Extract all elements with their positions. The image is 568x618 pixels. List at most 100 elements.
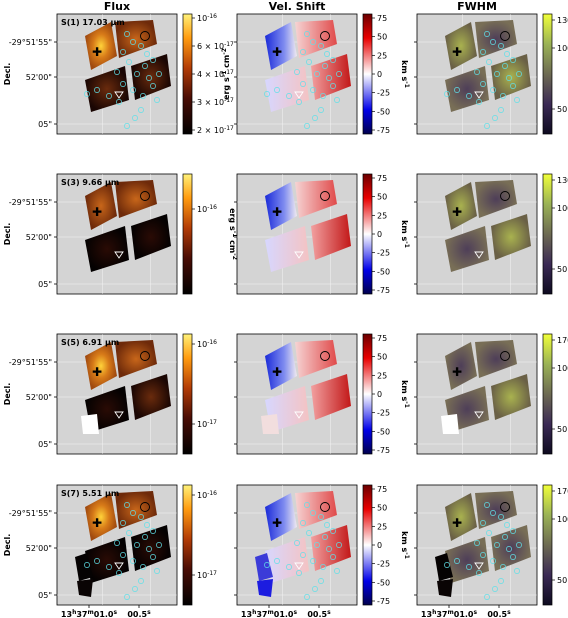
circle-marker bbox=[500, 502, 510, 512]
source-circle bbox=[140, 564, 146, 570]
cross-marker: ✚ bbox=[92, 205, 102, 219]
panel-flux-row-2: ✚ S(3) 9.66 μm 10-16 erg s-1 cm-2 bbox=[56, 173, 239, 295]
colorbar-tick-label: 170 bbox=[557, 336, 568, 345]
triangle-marker bbox=[114, 91, 124, 99]
colorbar-tick-label: 50 bbox=[557, 425, 567, 434]
source-circle bbox=[490, 558, 496, 564]
source-circle bbox=[130, 558, 136, 564]
source-circle bbox=[286, 564, 292, 570]
source-circle bbox=[504, 522, 510, 528]
map-tile-b bbox=[295, 20, 337, 58]
x-tick-label: 13h37m01.0s bbox=[241, 609, 298, 618]
source-circle bbox=[480, 520, 486, 526]
colorbar-tick-label: 75 bbox=[377, 334, 387, 343]
source-circle bbox=[490, 39, 496, 45]
map-tile-b bbox=[475, 180, 517, 218]
map-tile-d bbox=[491, 525, 531, 571]
source-circle bbox=[500, 93, 506, 99]
colorbar-tick-label: 130 bbox=[557, 16, 568, 25]
source-circle bbox=[140, 93, 146, 99]
map-tile-d bbox=[131, 54, 171, 100]
colorbar-tick-label: 50 bbox=[377, 353, 387, 362]
source-circle bbox=[144, 522, 150, 528]
source-circle bbox=[330, 554, 336, 560]
colorbar-tick-label: 2 × 10-17 bbox=[197, 125, 234, 135]
source-circle bbox=[304, 502, 310, 508]
source-circle bbox=[510, 83, 516, 89]
map-tile-a bbox=[85, 342, 117, 390]
source-circle bbox=[324, 522, 330, 528]
y-axis-label: Decl. bbox=[3, 383, 12, 406]
map-tile-extra bbox=[435, 553, 453, 581]
colorbar-tick-label: 50 bbox=[377, 193, 387, 202]
panel-line-label: S(5) 6.91 μm bbox=[61, 338, 119, 347]
triangle-marker bbox=[474, 91, 484, 99]
source-circle bbox=[320, 93, 326, 99]
cross-marker: ✚ bbox=[92, 516, 102, 530]
y-tick-label: 05" bbox=[38, 440, 52, 449]
colorbar-tick-label: 10-17 bbox=[197, 419, 217, 429]
source-circle bbox=[84, 91, 90, 97]
map-tile-a bbox=[265, 182, 297, 230]
source-circle bbox=[454, 87, 460, 93]
source-circle bbox=[466, 93, 472, 99]
cross-marker: ✚ bbox=[452, 45, 462, 59]
panel-fwhm-row-1: ✚13010050km s-1 bbox=[416, 13, 568, 135]
source-circle bbox=[516, 542, 522, 548]
source-circle bbox=[156, 542, 162, 548]
y-tick-label: -29°51'55" bbox=[9, 358, 52, 367]
source-circle bbox=[294, 540, 300, 546]
source-circle bbox=[330, 528, 336, 534]
source-circle bbox=[320, 564, 326, 570]
colorbar-tick-label: -50 bbox=[377, 267, 390, 276]
y-tick-label: 52'00" bbox=[26, 393, 52, 402]
source-circle bbox=[476, 99, 482, 105]
colorbar-quantity-label: erg s-1 cm-2 bbox=[228, 208, 239, 260]
circle-marker bbox=[140, 502, 150, 512]
triangle-marker bbox=[114, 411, 124, 419]
map-tile-c bbox=[445, 66, 489, 112]
cross-marker: ✚ bbox=[452, 516, 462, 530]
map-tile-d bbox=[491, 54, 531, 100]
source-circle bbox=[126, 59, 132, 65]
source-circle bbox=[444, 562, 450, 568]
source-circle bbox=[304, 123, 310, 129]
map-tile-d bbox=[311, 374, 351, 420]
y-tick-label: 52'00" bbox=[26, 73, 52, 82]
source-circle bbox=[150, 57, 156, 63]
source-circle bbox=[330, 83, 336, 89]
panel-vel-row-1: ✚ 75 50 25 0 -25 -50 -75 km s-1 erg s-1 cm-2 bbox=[221, 13, 411, 135]
source-circle bbox=[144, 51, 150, 57]
source-circle bbox=[154, 97, 160, 103]
x-tick-label: 00.5s bbox=[127, 609, 151, 618]
circle-marker bbox=[140, 31, 150, 41]
colorbar-tick-label: 25 bbox=[377, 371, 387, 380]
map-tile-a bbox=[265, 493, 297, 541]
y-tick-label: 52'00" bbox=[26, 233, 52, 242]
map-tile-c bbox=[265, 226, 309, 272]
circle-marker bbox=[140, 191, 150, 201]
source-circle bbox=[484, 594, 490, 600]
colorbar-flux bbox=[182, 333, 193, 455]
y-tick-label: 05" bbox=[38, 120, 52, 129]
source-circle bbox=[142, 534, 148, 540]
colorbar-vel bbox=[362, 173, 373, 295]
source-circle bbox=[94, 87, 100, 93]
source-circle bbox=[124, 502, 130, 508]
source-circle bbox=[506, 75, 512, 81]
triangle-marker bbox=[294, 251, 304, 259]
circle-marker bbox=[320, 502, 330, 512]
map-tile-extra bbox=[75, 553, 93, 581]
source-circle bbox=[274, 87, 280, 93]
colorbar-tick-label: 25 bbox=[377, 51, 387, 60]
colorbar-tick-label: 100 bbox=[557, 364, 568, 373]
panel-flux-row-1: ✚ S(1) 17.03 μm 10-16 6 × 10-17 4 × 10-17 3 ×… bbox=[56, 13, 234, 135]
source-circle bbox=[300, 552, 306, 558]
circle-marker bbox=[320, 351, 330, 361]
source-circle bbox=[124, 31, 130, 37]
panel-vel-row-3: ✚ 75 50 25 0 -25 -50 -75 km s-1 bbox=[236, 333, 411, 455]
source-circle bbox=[510, 57, 516, 63]
triangle-marker bbox=[294, 411, 304, 419]
source-circle bbox=[492, 115, 498, 121]
source-circle bbox=[504, 51, 510, 57]
